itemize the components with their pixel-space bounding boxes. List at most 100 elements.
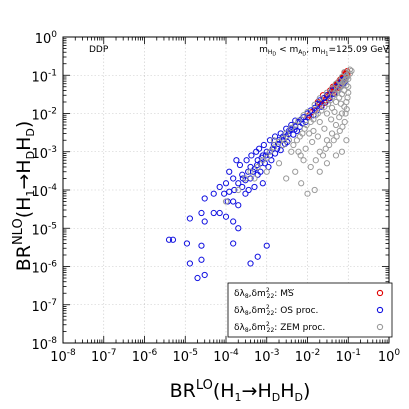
data-point bbox=[230, 240, 237, 247]
data-point bbox=[326, 141, 333, 149]
data-point bbox=[336, 114, 343, 121]
y-tick-label: 10-5 bbox=[31, 221, 57, 238]
data-point bbox=[304, 108, 311, 116]
data-point bbox=[309, 138, 316, 146]
data-point bbox=[222, 213, 230, 220]
data-point bbox=[291, 126, 298, 133]
data-point bbox=[341, 118, 348, 126]
data-point bbox=[342, 110, 349, 117]
data-point bbox=[165, 236, 173, 243]
data-point bbox=[295, 117, 302, 124]
data-point bbox=[306, 130, 313, 137]
x-tick-label: 10-2 bbox=[295, 348, 321, 365]
data-point bbox=[263, 148, 270, 155]
x-tick-label: 10-5 bbox=[172, 348, 198, 365]
data-point bbox=[257, 168, 264, 175]
data-point bbox=[300, 112, 307, 119]
data-point bbox=[297, 152, 304, 159]
data-point bbox=[216, 183, 223, 191]
data-point bbox=[249, 168, 257, 175]
data-point bbox=[330, 137, 337, 144]
data-point bbox=[266, 137, 274, 144]
y-tick-label: 10-6 bbox=[31, 260, 57, 277]
data-point bbox=[299, 130, 306, 137]
data-point bbox=[323, 160, 331, 167]
data-point bbox=[198, 209, 205, 217]
data-point bbox=[259, 180, 266, 187]
data-point bbox=[277, 147, 284, 154]
data-point bbox=[279, 141, 287, 149]
data-point bbox=[311, 101, 318, 108]
data-point bbox=[343, 106, 350, 113]
x-tick-label: 10-6 bbox=[132, 348, 158, 365]
data-point bbox=[288, 148, 295, 155]
data-point bbox=[338, 110, 346, 117]
data-point bbox=[314, 100, 321, 107]
data-point bbox=[263, 168, 270, 175]
data-point bbox=[312, 157, 319, 164]
y-tick-label: 10-4 bbox=[31, 183, 57, 200]
x-tick-label: 10-3 bbox=[254, 348, 280, 365]
x-tick-label: 10-1 bbox=[335, 348, 361, 365]
data-point bbox=[268, 157, 275, 164]
data-point bbox=[293, 137, 301, 144]
data-point bbox=[235, 225, 242, 232]
legend-label: δλ8,δm2 22: ZEM proc. bbox=[234, 321, 325, 334]
data-point bbox=[201, 218, 208, 225]
data-point bbox=[235, 180, 242, 187]
data-point bbox=[271, 133, 279, 140]
data-point bbox=[245, 186, 252, 194]
x-axis-title: BRLO(H1→HDHD) bbox=[170, 378, 311, 404]
data-point bbox=[230, 175, 237, 182]
data-point bbox=[307, 163, 314, 171]
data-point bbox=[328, 85, 336, 92]
legend-label: δλ8,δm2 22: MS bbox=[234, 287, 294, 300]
annotation-model: DDP bbox=[89, 45, 109, 55]
data-point bbox=[283, 130, 290, 137]
data-point bbox=[226, 188, 233, 195]
data-point bbox=[332, 152, 340, 159]
data-point bbox=[239, 171, 246, 178]
data-point bbox=[288, 124, 295, 132]
y-tick-label: 10-8 bbox=[31, 336, 57, 353]
data-point bbox=[290, 141, 297, 149]
data-point bbox=[275, 160, 283, 167]
data-point bbox=[186, 260, 193, 267]
data-point bbox=[198, 256, 205, 263]
y-tick-label: 10-7 bbox=[31, 298, 57, 315]
data-point bbox=[256, 145, 263, 152]
data-point bbox=[342, 75, 350, 82]
data-point bbox=[321, 103, 328, 110]
data-point bbox=[341, 69, 348, 76]
legend-marker bbox=[376, 323, 384, 331]
data-point bbox=[316, 168, 323, 175]
data-point bbox=[239, 175, 247, 182]
x-tick-label: 10-4 bbox=[213, 348, 239, 365]
data-point bbox=[230, 218, 237, 225]
data-point bbox=[283, 175, 290, 182]
legend-label: δλ8,δm2 22: OS proc. bbox=[234, 304, 318, 317]
data-point bbox=[343, 98, 350, 106]
data-point bbox=[201, 195, 208, 202]
data-point bbox=[343, 82, 350, 89]
data-point bbox=[263, 242, 270, 249]
data-point bbox=[201, 271, 208, 279]
data-point bbox=[337, 100, 344, 107]
data-point bbox=[222, 180, 230, 187]
data-point bbox=[233, 157, 240, 164]
series-3-points bbox=[222, 66, 355, 205]
data-point bbox=[316, 148, 323, 155]
y-tick-label: 10-2 bbox=[31, 107, 57, 124]
data-point bbox=[318, 103, 325, 110]
data-point bbox=[316, 95, 323, 102]
data-point bbox=[247, 168, 254, 175]
legend-marker bbox=[376, 289, 384, 297]
data-point bbox=[236, 161, 244, 169]
data-point bbox=[314, 110, 321, 117]
legend: δλ8,δm2 22: MS δλ8,δm2 22: OS proc. δλ8,δm2 2… bbox=[227, 282, 393, 338]
data-point bbox=[302, 145, 309, 152]
data-point bbox=[198, 242, 205, 249]
x-tick-label: 10-7 bbox=[91, 348, 117, 365]
data-point bbox=[292, 168, 299, 175]
